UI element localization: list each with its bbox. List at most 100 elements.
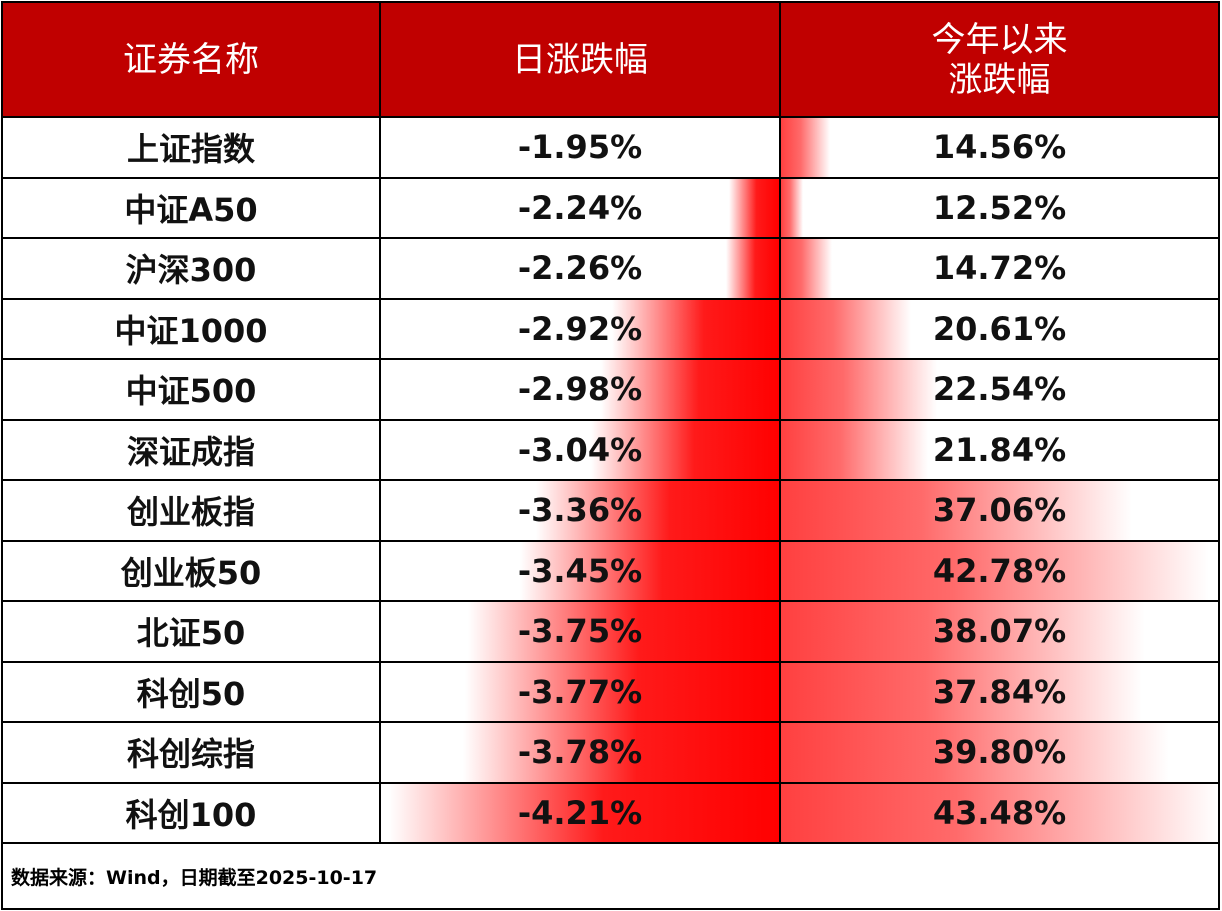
row-divider (3, 176, 1218, 179)
daily-bar (520, 540, 779, 601)
row-name-cell: 科创综指 (3, 722, 379, 783)
daily-value: -1.95% (517, 128, 643, 167)
row-name: 科创综指 (126, 735, 255, 774)
row-divider (3, 237, 1218, 239)
source-note: 数据来源：Wind，日期截至2025-10-17 (11, 867, 378, 889)
row-name: 中证1000 (114, 311, 268, 350)
row-divider (3, 297, 1218, 300)
row-ytd-cell: 42.78% (781, 540, 1218, 601)
header-name-label: 证券名称 (123, 40, 259, 80)
ytd-value: 37.84% (932, 672, 1067, 711)
row-ytd-cell: 14.72% (781, 238, 1218, 299)
ytd-value: 39.80% (932, 733, 1067, 772)
row-name: 科创100 (125, 795, 257, 834)
row-name: 深证成指 (126, 432, 255, 471)
row-name-cell: 中证500 (3, 359, 379, 420)
ytd-bar (781, 359, 938, 420)
row-divider (3, 842, 1218, 844)
row-daily-cell: -3.78% (381, 722, 779, 783)
daily-bar (463, 722, 779, 783)
row-name: 北证50 (136, 614, 246, 653)
header-ytd: 今年以来 涨跌幅 (781, 3, 1218, 117)
ytd-bar (781, 238, 833, 299)
row-ytd-cell: 22.54% (781, 359, 1218, 420)
row-ytd-cell: 12.52% (781, 177, 1218, 238)
daily-value: -3.78% (517, 733, 643, 772)
ytd-value: 21.84% (932, 430, 1067, 469)
daily-bar (611, 298, 779, 359)
daily-value: -3.77% (517, 672, 643, 711)
row-ytd-cell: 14.56% (781, 117, 1218, 178)
daily-bar (464, 661, 779, 722)
daily-value: -2.92% (517, 309, 643, 348)
row-name: 中证A50 (124, 190, 258, 229)
row-divider (3, 539, 1218, 542)
row-ytd-cell: 21.84% (781, 419, 1218, 480)
daily-bar (590, 419, 779, 480)
daily-value: -4.21% (517, 793, 643, 832)
daily-value: -3.45% (517, 551, 643, 590)
daily-bar (535, 480, 779, 541)
ytd-bar (781, 480, 1132, 541)
row-ytd-cell: 20.61% (781, 298, 1218, 359)
daily-bar (725, 238, 779, 299)
row-name-cell: 沪深300 (3, 238, 379, 299)
row-daily-cell: -3.75% (381, 601, 779, 662)
row-divider (3, 721, 1218, 723)
daily-value: -2.26% (517, 249, 643, 288)
row-divider (3, 418, 1218, 421)
row-name: 科创50 (136, 674, 246, 713)
row-daily-cell: -2.26% (381, 238, 779, 299)
daily-bar (601, 359, 779, 420)
ytd-value: 20.61% (932, 309, 1067, 348)
column-divider (379, 3, 381, 843)
daily-value: -3.36% (517, 491, 643, 530)
ytd-bar (781, 177, 803, 238)
ytd-value: 42.78% (932, 551, 1067, 590)
column-divider (779, 3, 781, 843)
row-ytd-cell: 37.06% (781, 480, 1218, 541)
row-daily-cell: -4.21% (381, 782, 779, 843)
ytd-bar (781, 601, 1146, 662)
row-ytd-cell: 38.07% (781, 601, 1218, 662)
daily-value: -3.04% (517, 430, 643, 469)
daily-bar (468, 601, 779, 662)
row-name: 创业板50 (120, 553, 262, 592)
row-daily-cell: -3.45% (381, 540, 779, 601)
row-divider (3, 660, 1218, 663)
daily-value: -3.75% (517, 612, 643, 651)
row-daily-cell: -2.92% (381, 298, 779, 359)
row-ytd-cell: 43.48% (781, 782, 1218, 843)
row-daily-cell: -1.95% (381, 117, 779, 178)
row-daily-cell: -3.77% (381, 661, 779, 722)
ytd-bar (781, 298, 912, 359)
row-name-cell: 深证成指 (3, 420, 379, 481)
row-ytd-cell: 37.84% (781, 661, 1218, 722)
row-name-cell: 上证指数 (3, 117, 379, 178)
ytd-value: 22.54% (932, 370, 1067, 409)
daily-value: -2.98% (517, 370, 643, 409)
row-divider (3, 600, 1218, 602)
ytd-bar (781, 117, 831, 178)
ytd-value: 38.07% (932, 612, 1067, 651)
row-name-cell: 中证1000 (3, 299, 379, 360)
ytd-bar (781, 540, 1209, 601)
row-name-cell: 科创100 (3, 783, 379, 844)
row-divider (3, 116, 1218, 118)
daily-value: -2.24% (517, 188, 643, 227)
row-daily-cell: -3.04% (381, 419, 779, 480)
ytd-value: 14.56% (932, 128, 1067, 167)
header-name: 证券名称 (3, 3, 379, 117)
daily-bar (728, 177, 779, 238)
row-ytd-cell: 39.80% (781, 722, 1218, 783)
ytd-bar (781, 419, 928, 480)
header-daily-label: 日涨跌幅 (512, 40, 648, 80)
row-daily-cell: -2.24% (381, 177, 779, 238)
ytd-bar (781, 661, 1143, 722)
ytd-value: 37.06% (932, 491, 1067, 530)
row-name: 创业板指 (126, 493, 255, 532)
row-name-cell: 科创50 (3, 662, 379, 723)
row-divider (3, 479, 1218, 481)
